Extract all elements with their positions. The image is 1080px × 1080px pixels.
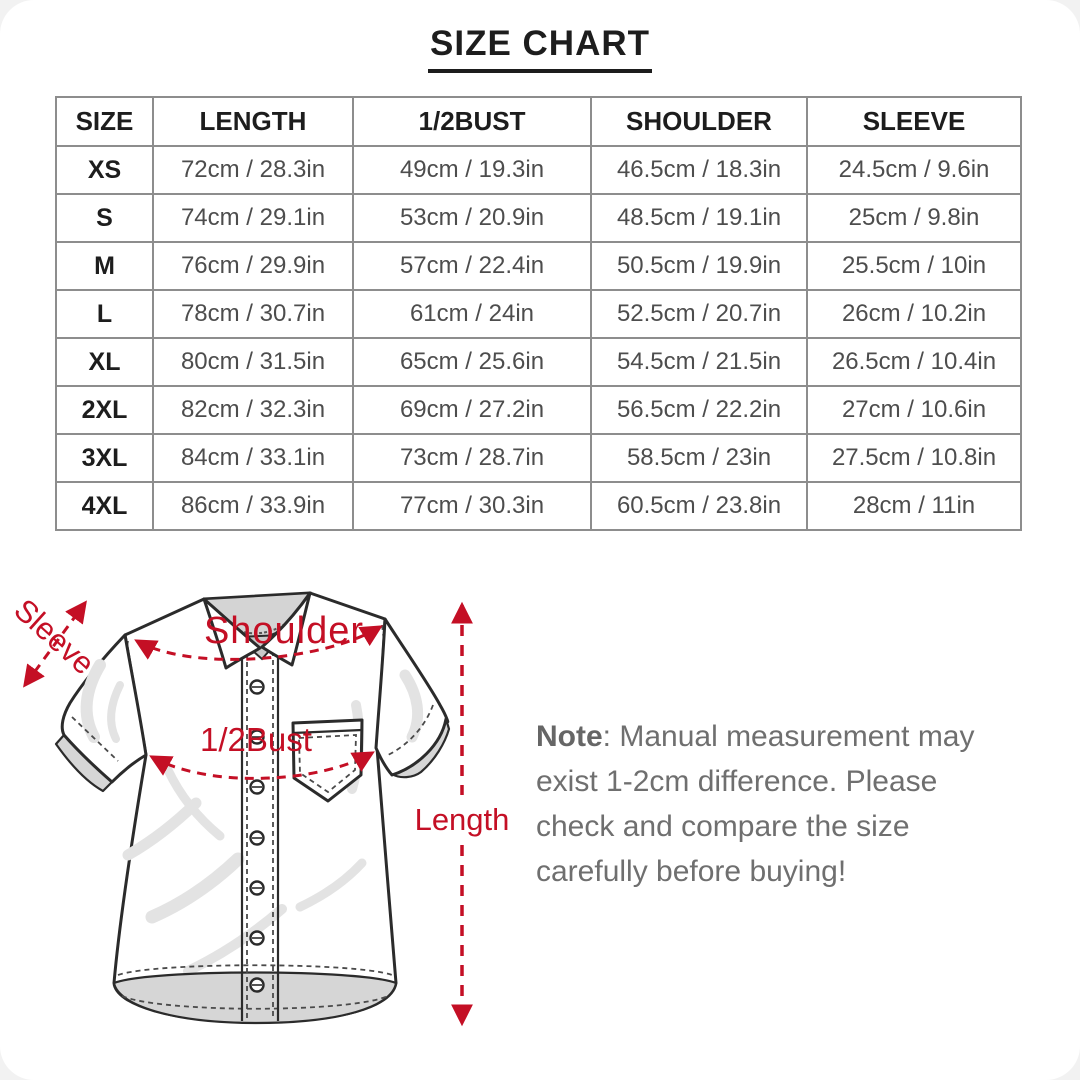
measurement-cell: 58.5cm / 23in	[590, 433, 808, 483]
measurement-cell: 46.5cm / 18.3in	[590, 145, 808, 195]
shirt-illustration: Sleeve Shoulder 1/2Bust Length	[7, 591, 512, 1027]
size-cell: XS	[55, 145, 154, 195]
measurement-cell: 84cm / 33.1in	[152, 433, 354, 483]
size-cell: 4XL	[55, 481, 154, 531]
sleeve-arrow	[23, 600, 87, 688]
measurement-cell: 50.5cm / 19.9in	[590, 241, 808, 291]
measurement-cell: 65cm / 25.6in	[352, 337, 592, 387]
measurement-cell: 25.5cm / 10in	[806, 241, 1022, 291]
measurement-cell: 61cm / 24in	[352, 289, 592, 339]
measurement-cell: 60.5cm / 23.8in	[590, 481, 808, 531]
size-table: SIZE LENGTH 1/2BUST SHOULDER SLEEVE XS 72cm /…	[55, 96, 1022, 531]
measurement-cell: 27cm / 10.6in	[806, 385, 1022, 435]
measurement-cell: 26.5cm / 10.4in	[806, 337, 1022, 387]
column-header: SIZE	[55, 96, 154, 147]
note-body: : Manual measurement may exist 1-2cm dif…	[536, 720, 975, 888]
column-header: 1/2BUST	[352, 96, 592, 147]
measurement-cell: 74cm / 29.1in	[152, 193, 354, 243]
shoulder-label: Shoulder	[204, 610, 364, 652]
note-label: Note	[536, 720, 603, 753]
length-label-backdrop	[412, 795, 512, 841]
measurement-cell: 26cm / 10.2in	[806, 289, 1022, 339]
shirt-placket	[240, 641, 280, 1021]
table-row: XS 72cm / 28.3in 49cm / 19.3in 46.5cm / 18.…	[55, 145, 1022, 195]
measurement-cell: 76cm / 29.9in	[152, 241, 354, 291]
measurement-cell: 86cm / 33.9in	[152, 481, 354, 531]
table-row: M 76cm / 29.9in 57cm / 22.4in 50.5cm / 19.9…	[55, 241, 1022, 291]
column-header: SHOULDER	[590, 96, 808, 147]
table-row: 2XL 82cm / 32.3in 69cm / 27.2in 56.5cm / 22…	[55, 385, 1022, 435]
measurement-cell: 27.5cm / 10.8in	[806, 433, 1022, 483]
measurement-cell: 48.5cm / 19.1in	[590, 193, 808, 243]
sleeve-label: Sleeve	[7, 592, 101, 681]
size-cell: 3XL	[55, 433, 154, 483]
table-row: 4XL 86cm / 33.9in 77cm / 30.3in 60.5cm / 23…	[55, 481, 1022, 531]
note-text: Note: Manual measurement may exist 1-2cm…	[536, 714, 1018, 894]
page-title: SIZE CHART	[428, 24, 652, 73]
measurement-cell: 54.5cm / 21.5in	[590, 337, 808, 387]
size-table-header: SIZE LENGTH 1/2BUST SHOULDER SLEEVE	[55, 96, 1022, 147]
size-table-body: XS 72cm / 28.3in 49cm / 19.3in 46.5cm / 18.…	[55, 145, 1022, 531]
measurement-cell: 52.5cm / 20.7in	[590, 289, 808, 339]
size-cell: M	[55, 241, 154, 291]
shirt-body	[112, 591, 398, 1025]
page-title-row: SIZE CHART	[0, 24, 1080, 73]
measurement-cell: 77cm / 30.3in	[352, 481, 592, 531]
measurement-cell: 82cm / 32.3in	[152, 385, 354, 435]
size-cell: 2XL	[55, 385, 154, 435]
size-cell: XL	[55, 337, 154, 387]
measurement-cell: 24.5cm / 9.6in	[806, 145, 1022, 195]
measurement-cell: 72cm / 28.3in	[152, 145, 354, 195]
measurement-cell: 25cm / 9.8in	[806, 193, 1022, 243]
half-bust-label: 1/2Bust	[200, 721, 312, 758]
measurement-cell: 56.5cm / 22.2in	[590, 385, 808, 435]
half-bust-arrow	[149, 751, 375, 780]
table-row: S 74cm / 29.1in 53cm / 20.9in 48.5cm / 19.1…	[55, 193, 1022, 243]
measurement-cell: 78cm / 30.7in	[152, 289, 354, 339]
table-row: XL 80cm / 31.5in 65cm / 25.6in 54.5cm / 21.…	[55, 337, 1022, 387]
measurement-cell: 57cm / 22.4in	[352, 241, 592, 291]
measurement-cell: 53cm / 20.9in	[352, 193, 592, 243]
shirt-left-sleeve	[54, 633, 148, 793]
size-cell: S	[55, 193, 154, 243]
table-row: L 78cm / 30.7in 61cm / 24in 52.5cm / 20.7in…	[55, 289, 1022, 339]
measurement-cell: 73cm / 28.7in	[352, 433, 592, 483]
column-header: LENGTH	[152, 96, 354, 147]
table-row: 3XL 84cm / 33.1in 73cm / 28.7in 58.5cm / 23…	[55, 433, 1022, 483]
measurement-cell: 69cm / 27.2in	[352, 385, 592, 435]
length-label: Length	[415, 802, 510, 837]
measurement-cell: 80cm / 31.5in	[152, 337, 354, 387]
column-header: SLEEVE	[806, 96, 1022, 147]
header-row: SIZE LENGTH 1/2BUST SHOULDER SLEEVE	[55, 96, 1022, 147]
measurement-cell: 28cm / 11in	[806, 481, 1022, 531]
size-cell: L	[55, 289, 154, 339]
measurement-cell: 49cm / 19.3in	[352, 145, 592, 195]
shirt-right-sleeve	[374, 617, 451, 779]
